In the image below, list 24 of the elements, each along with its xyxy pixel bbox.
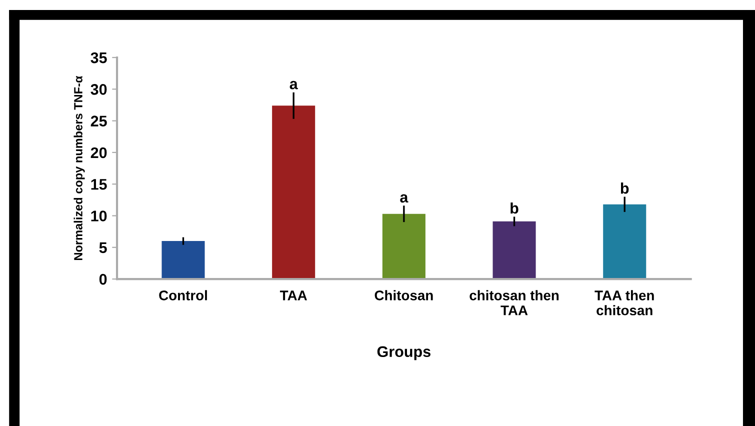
bar [382, 214, 426, 280]
y-axis-title: Normalized copy numbers TNF-α [74, 76, 85, 260]
y-tick-label: 20 [90, 147, 107, 158]
bar [272, 106, 316, 280]
y-tick-label: 15 [91, 179, 107, 190]
x-tick-label: chitosan then TAA [470, 290, 559, 316]
annotation: a [400, 194, 408, 203]
annotation: a [290, 80, 298, 90]
x-tick-label: Chitosan [374, 290, 433, 300]
y-tick-label: 25 [90, 116, 107, 126]
bar [162, 241, 205, 280]
annotation: b [620, 182, 629, 194]
y-tick-label: 5 [99, 242, 107, 254]
x-tick-label: Control [159, 290, 207, 300]
x-tick-label: TAA [280, 290, 307, 300]
annotation: b [510, 202, 518, 214]
y-tick-label: 10 [91, 210, 107, 222]
bar [492, 221, 536, 280]
y-tick-label: 35 [90, 52, 107, 64]
y-tick-label: 30 [90, 84, 107, 95]
y-tick-label: 0 [99, 274, 107, 285]
x-axis-title: Groups [377, 346, 430, 360]
bar [603, 204, 646, 280]
x-tick-label: TAA then chitosan [594, 290, 654, 316]
